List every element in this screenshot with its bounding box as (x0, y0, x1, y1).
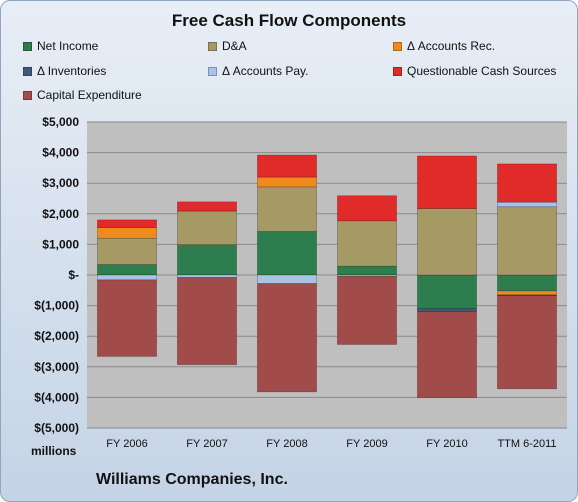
bar-segment (497, 201, 557, 208)
legend-swatch-inventories (23, 66, 32, 76)
bar-segment (497, 206, 557, 276)
y-tick-label: $(1,000) (34, 299, 79, 313)
legend-label-da: D&A (222, 39, 247, 53)
legend-swatch-da (208, 41, 217, 51)
units-label: millions (31, 444, 77, 458)
x-tick-label: FY 2008 (266, 438, 307, 450)
x-tick-label: FY 2007 (186, 438, 227, 450)
legend-label-accounts-pay: Δ Accounts Pay. (222, 64, 309, 78)
bar-segment (417, 208, 477, 276)
bar-segment (417, 308, 477, 313)
y-tick-label: $(4,000) (34, 390, 79, 404)
bar-segment (97, 237, 157, 265)
bar-segment (257, 154, 317, 178)
bar-segment (337, 220, 397, 267)
y-tick-label: $2,000 (42, 207, 79, 221)
y-tick-label: $1,000 (42, 237, 79, 251)
x-tick-label: FY 2009 (346, 438, 387, 450)
bar-segment (97, 227, 157, 239)
legend-swatch-questionable-cash (393, 66, 402, 76)
legend-item-questionable-cash: Questionable Cash Sources (393, 64, 556, 78)
legend-label-questionable-cash: Questionable Cash Sources (407, 64, 557, 78)
y-tick-label: $4,000 (42, 146, 79, 160)
bar-segment (497, 163, 557, 203)
bar-segment (97, 274, 157, 281)
bar-segment (417, 274, 477, 309)
bar-segment (257, 186, 317, 232)
legend-item-net-income: Net Income (23, 39, 98, 53)
bar-segment (257, 231, 317, 276)
legend-swatch-capex (23, 90, 32, 100)
bar-segment (497, 290, 557, 296)
legend-label-accounts-rec: Δ Accounts Rec. (407, 39, 496, 53)
legend-item-accounts-rec: Δ Accounts Rec. (393, 39, 495, 53)
legend-item-da: D&A (208, 39, 247, 53)
bar-segment (417, 155, 477, 209)
bar-segment (177, 210, 237, 246)
bar-segment (497, 274, 557, 292)
y-tick-label: $(5,000) (34, 421, 79, 435)
legend-label-capex: Capital Expenditure (37, 88, 142, 102)
bar-segment (337, 265, 397, 276)
x-tick-label: FY 2010 (426, 438, 467, 450)
y-tick-label: $3,000 (42, 176, 79, 190)
legend-label-net-income: Net Income (37, 39, 99, 53)
legend-swatch-accounts-rec (393, 41, 402, 51)
legend-label-inventories: Δ Inventories (37, 64, 107, 78)
x-tick-label: TTM 6-2011 (497, 438, 556, 450)
chart-title: Free Cash Flow Components (171, 11, 407, 30)
bar-segment (497, 295, 557, 390)
x-tick-label: FY 2006 (106, 438, 147, 450)
bar-segment (177, 274, 237, 278)
legend-item-capex: Capital Expenditure (23, 88, 142, 102)
bar-segment (97, 279, 157, 357)
legend-item-accounts-pay: Δ Accounts Pay. (208, 64, 309, 78)
bar-segment (97, 264, 157, 276)
y-tick-label: $- (68, 268, 79, 282)
bar-segment (257, 176, 317, 188)
bar-segment (177, 244, 237, 276)
bar-segment (257, 283, 317, 393)
bar-segment (177, 277, 237, 365)
bar-segment (97, 219, 157, 228)
bar-segment (177, 201, 237, 212)
y-tick-label: $(3,000) (34, 360, 79, 374)
bar-segment (417, 311, 477, 399)
bar-segment (337, 275, 397, 345)
legend-swatch-accounts-pay (208, 66, 217, 76)
company-name: Williams Companies, Inc. (96, 471, 288, 488)
bar-segment (257, 274, 317, 284)
y-tick-label: $5,000 (42, 115, 79, 129)
legend-item-inventories: Δ Inventories (23, 64, 106, 78)
bar-segment (337, 195, 397, 222)
legend-swatch-net-income (23, 41, 32, 51)
y-tick-label: $(2,000) (34, 329, 79, 343)
